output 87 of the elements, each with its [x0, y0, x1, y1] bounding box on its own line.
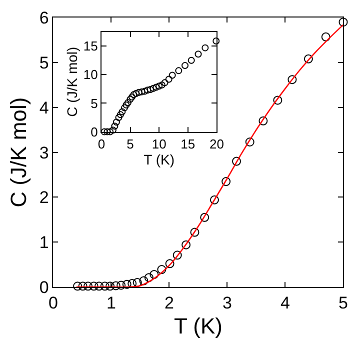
point: [126, 96, 134, 103]
point: [138, 88, 146, 96]
point: [120, 104, 128, 112]
y-tick-label: 10: [83, 67, 98, 82]
y-tick-label: 1: [39, 233, 49, 252]
point: [175, 67, 182, 74]
point: [158, 81, 166, 88]
point: [321, 32, 330, 42]
point: [152, 84, 160, 91]
y-tick-label: 15: [83, 38, 98, 54]
point: [116, 280, 126, 290]
x-tick-label: 5: [126, 136, 134, 152]
y-tick-label: 5: [90, 96, 98, 111]
point: [115, 114, 122, 122]
y-axis-title: C (J/K mol): [64, 46, 80, 117]
point: [139, 276, 148, 286]
x-tick-label: 20: [209, 136, 224, 152]
point: [122, 280, 132, 289]
y-tick-label: 6: [39, 8, 49, 28]
point: [132, 278, 142, 288]
point: [116, 111, 124, 118]
point: [258, 116, 268, 126]
point: [161, 79, 168, 86]
point: [146, 86, 154, 94]
point: [165, 259, 174, 268]
point: [106, 282, 115, 291]
y-tick-label: 0: [39, 278, 49, 297]
point: [202, 44, 209, 52]
point: [111, 122, 118, 130]
point: [288, 75, 297, 84]
point: [190, 228, 200, 237]
point: [182, 240, 191, 250]
point: [141, 88, 148, 95]
x-tick-label: 1: [106, 293, 116, 312]
point: [273, 96, 282, 105]
point: [124, 99, 132, 106]
point: [188, 56, 195, 64]
point: [112, 118, 120, 126]
point: [73, 282, 82, 291]
point: [200, 212, 210, 222]
x-tick-label: 5: [338, 293, 348, 312]
x-tick-label: 10: [152, 136, 166, 152]
x-tick-label: 2: [164, 293, 174, 312]
point: [156, 82, 163, 90]
point: [245, 137, 254, 146]
point: [135, 88, 142, 96]
point: [194, 50, 202, 58]
point: [94, 282, 104, 291]
point: [106, 128, 114, 136]
point: [104, 128, 111, 136]
y-axis-title: C (J/K mol): [6, 97, 32, 208]
x-axis-title: T (K): [174, 313, 222, 338]
point: [144, 86, 152, 94]
point: [304, 54, 313, 64]
x-tick-label: 4: [280, 293, 290, 312]
point: [111, 281, 120, 290]
point: [118, 108, 126, 116]
point: [132, 90, 140, 98]
point: [78, 282, 88, 291]
point: [150, 270, 159, 279]
point: [222, 177, 231, 186]
x-axis-title: T (K): [144, 151, 174, 168]
point: [100, 282, 110, 291]
point: [100, 128, 108, 136]
point: [182, 62, 189, 70]
y-tick-label: 2: [39, 188, 49, 208]
point: [130, 91, 138, 98]
point: [168, 72, 176, 79]
x-tick-label: 3: [222, 293, 232, 312]
point: [89, 282, 98, 291]
point: [165, 76, 172, 83]
point: [172, 250, 182, 260]
point: [150, 84, 157, 92]
y-tick-label: 0: [90, 124, 98, 140]
point: [128, 93, 136, 100]
point: [338, 18, 348, 27]
point: [210, 195, 219, 204]
point: [232, 156, 242, 166]
point: [122, 101, 130, 108]
point: [109, 126, 116, 134]
point: [84, 282, 93, 291]
x-tick-label: 15: [180, 136, 196, 152]
y-tick-label: 5: [39, 53, 49, 72]
y-tick-label: 4: [39, 98, 49, 118]
point: [157, 265, 166, 274]
point: [144, 273, 154, 282]
point: [212, 37, 220, 44]
